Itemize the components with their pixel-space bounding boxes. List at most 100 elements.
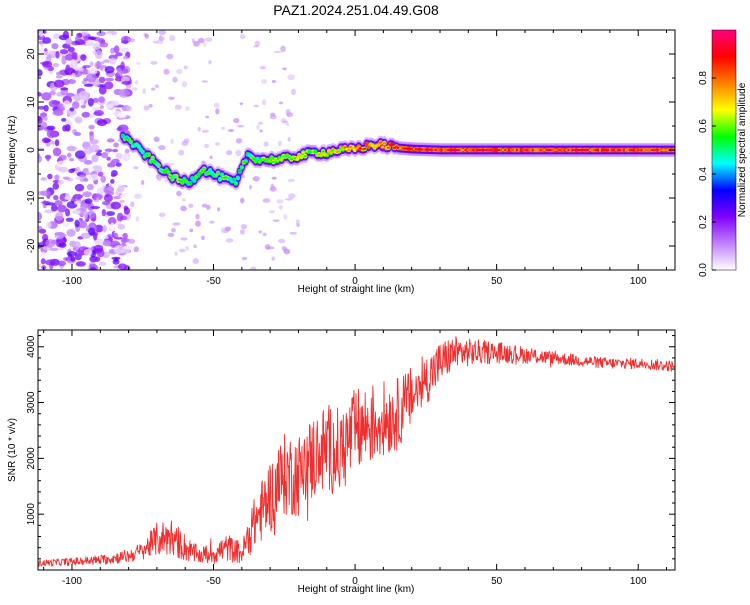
noise-blob	[122, 245, 131, 254]
noise-blob	[235, 149, 242, 157]
noise-blob	[101, 209, 106, 217]
ridge-core	[127, 138, 131, 141]
ridge-core	[287, 156, 292, 159]
noise-blob	[96, 119, 108, 127]
snr-line-layer	[38, 336, 675, 567]
noise-blob	[49, 247, 59, 252]
noise-blob	[52, 62, 59, 67]
noise-blob	[122, 56, 129, 60]
noise-blob	[102, 224, 108, 233]
noise-blob	[166, 53, 174, 60]
x-tick-label: 50	[491, 576, 503, 587]
noise-blob	[285, 109, 291, 115]
ridge-core	[319, 153, 323, 157]
noise-blob	[49, 90, 56, 96]
colorbar-tick-label: 0.6	[698, 119, 709, 133]
noise-blob	[43, 138, 52, 143]
noise-blob	[101, 152, 109, 159]
y-tick-label: 3000	[26, 391, 37, 414]
noise-blob	[58, 154, 67, 161]
noise-blob	[286, 123, 290, 127]
noise-blob	[40, 190, 51, 197]
noise-blob	[282, 67, 287, 71]
ridge-core	[289, 158, 293, 161]
ridge-core	[321, 150, 325, 153]
ridge-core	[267, 159, 272, 162]
noise-blob	[117, 263, 128, 270]
noise-blob	[141, 180, 145, 186]
noise-blob	[116, 212, 124, 222]
x-tick-label: -50	[206, 276, 221, 287]
colorbar-tick-label: 0.0	[698, 263, 709, 277]
noise-blob	[110, 201, 122, 210]
noise-blob	[90, 205, 101, 210]
noise-blob	[67, 152, 72, 158]
noise-blob	[180, 237, 188, 241]
y-tick-label: 4000	[26, 335, 37, 358]
noise-blob	[68, 168, 75, 174]
noise-blob	[88, 227, 96, 236]
noise-blob	[70, 60, 79, 68]
noise-blob	[254, 40, 261, 47]
noise-blob	[195, 213, 200, 220]
noise-blob	[73, 132, 82, 137]
ridge-core	[313, 150, 317, 153]
x-tick-label: 0	[352, 576, 358, 587]
noise-blob	[176, 190, 182, 197]
noise-blob	[66, 251, 77, 257]
noise-blob	[74, 241, 81, 250]
noise-blob	[76, 124, 84, 133]
noise-blob	[103, 194, 113, 203]
noise-blob	[44, 50, 56, 55]
noise-blob	[43, 104, 49, 112]
noise-blob	[185, 246, 190, 251]
noise-blob	[227, 129, 235, 133]
ridge-core	[184, 180, 188, 183]
ridge-core	[174, 175, 179, 178]
ridge-core	[236, 176, 240, 180]
noise-blob	[167, 232, 175, 237]
noise-blob	[42, 116, 48, 121]
noise-blob	[74, 150, 86, 159]
noise-blob	[106, 156, 111, 161]
ridge-core	[339, 146, 343, 149]
noise-blob	[261, 78, 268, 84]
ridge-core	[190, 177, 194, 180]
noise-blob	[136, 62, 141, 65]
ridge-core	[355, 147, 359, 150]
noise-blob	[51, 43, 59, 50]
ridge-core	[357, 145, 361, 148]
noise-blob	[44, 209, 55, 214]
noise-blob	[40, 177, 47, 181]
noise-blob	[84, 198, 93, 204]
noise-blob	[66, 145, 77, 152]
noise-blob	[208, 59, 212, 65]
ridge-core	[279, 158, 284, 161]
noise-blob	[120, 40, 129, 44]
ridge-core	[121, 134, 125, 138]
noise-blob	[174, 104, 182, 110]
noise-blob	[173, 222, 181, 226]
noise-blob	[75, 176, 82, 181]
ridge-core	[198, 171, 202, 174]
noise-blob	[250, 266, 257, 270]
noise-blob	[215, 108, 220, 115]
noise-blob	[266, 246, 275, 250]
noise-blob	[268, 210, 275, 214]
noise-blob	[125, 105, 133, 112]
noise-blob	[108, 182, 117, 187]
ridge-core	[149, 160, 153, 163]
noise-blob	[193, 40, 200, 47]
noise-blob	[69, 157, 75, 162]
noise-blob	[89, 173, 99, 181]
noise-blob	[121, 80, 132, 85]
noise-blob	[99, 105, 104, 109]
noise-blob	[87, 97, 94, 107]
noise-blob	[113, 195, 121, 200]
ridge-core	[151, 156, 155, 160]
snr-ticks: -100 -50 0 50 100 1000 2000 3000 4000	[26, 330, 675, 587]
noise-blob	[41, 60, 53, 68]
ridge-core	[178, 179, 183, 182]
noise-blob	[225, 238, 234, 243]
